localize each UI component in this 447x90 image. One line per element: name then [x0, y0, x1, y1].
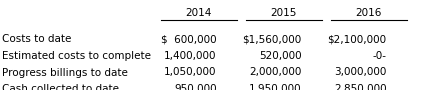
Text: 520,000: 520,000	[259, 51, 302, 61]
Text: 950,000: 950,000	[174, 84, 217, 90]
Text: Costs to date: Costs to date	[2, 34, 72, 44]
Text: 2,000,000: 2,000,000	[249, 68, 302, 77]
Text: 2016: 2016	[355, 8, 382, 18]
Text: 2,850,000: 2,850,000	[334, 84, 387, 90]
Text: -0-: -0-	[373, 51, 387, 61]
Text: $2,100,000: $2,100,000	[328, 34, 387, 44]
Text: 3,000,000: 3,000,000	[334, 68, 387, 77]
Text: Estimated costs to complete: Estimated costs to complete	[2, 51, 151, 61]
Text: 2014: 2014	[186, 8, 212, 18]
Text: 1,050,000: 1,050,000	[164, 68, 217, 77]
Text: $1,560,000: $1,560,000	[242, 34, 302, 44]
Text: Cash collected to date: Cash collected to date	[2, 84, 119, 90]
Text: 1,400,000: 1,400,000	[164, 51, 217, 61]
Text: 2015: 2015	[270, 8, 297, 18]
Text: $  600,000: $ 600,000	[161, 34, 217, 44]
Text: Progress billings to date: Progress billings to date	[2, 68, 128, 77]
Text: 1,950,000: 1,950,000	[249, 84, 302, 90]
